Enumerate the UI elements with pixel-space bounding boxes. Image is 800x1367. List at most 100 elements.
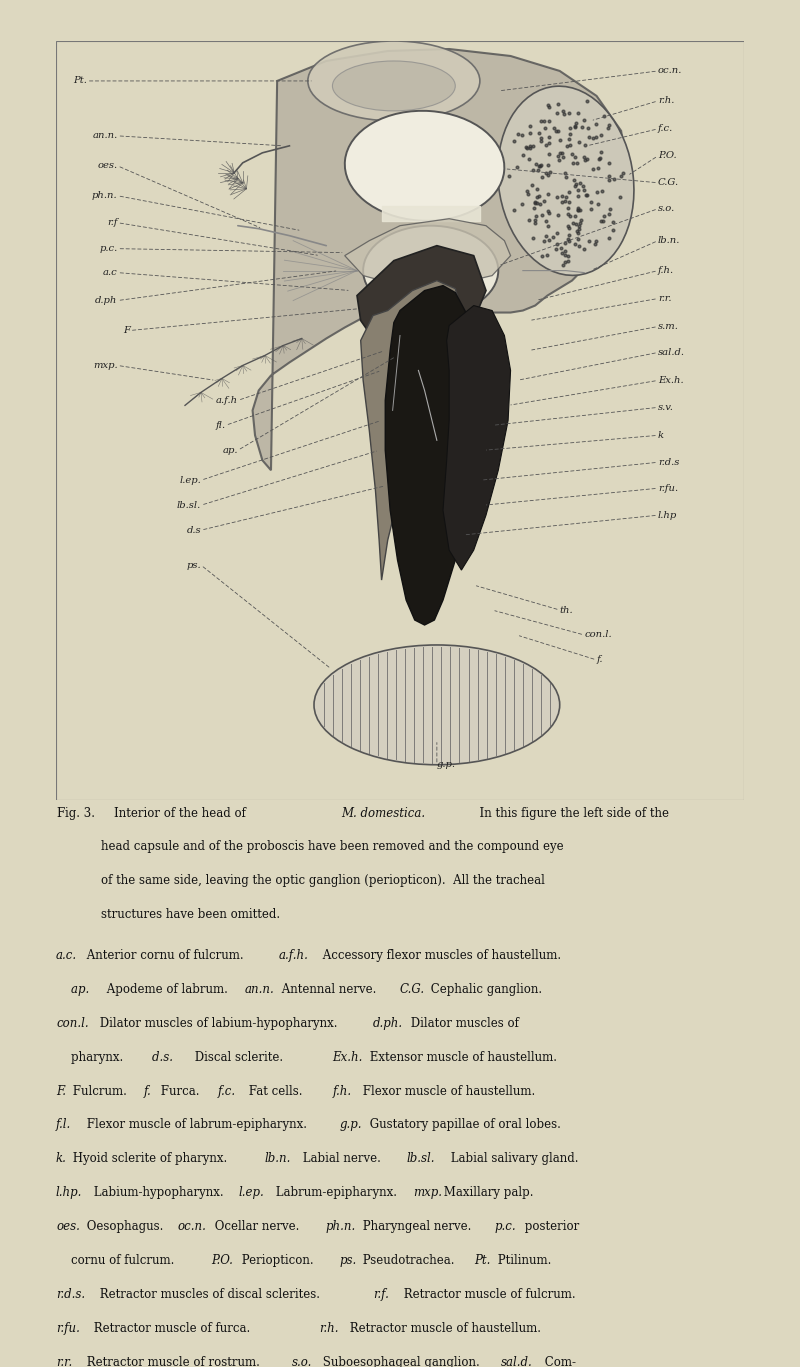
Text: ap.: ap. [56,983,90,995]
Text: r.d.s.: r.d.s. [56,1288,85,1301]
Text: d.s.: d.s. [137,1051,173,1064]
Text: Gustatory papillae of oral lobes.: Gustatory papillae of oral lobes. [366,1118,561,1132]
Polygon shape [361,280,462,580]
Text: th.: th. [560,606,574,615]
Text: Discal sclerite.: Discal sclerite. [191,1051,298,1064]
Text: d.ph.: d.ph. [373,1017,403,1029]
Text: mxp.: mxp. [93,361,118,370]
Text: F: F [56,807,64,820]
Text: d.s: d.s [186,526,201,534]
Text: p.c.: p.c. [494,1221,516,1233]
Text: con.l.: con.l. [56,1017,89,1029]
Text: Anterior cornu of fulcrum.: Anterior cornu of fulcrum. [83,949,251,962]
Polygon shape [443,306,510,570]
Text: Furca.: Furca. [157,1084,207,1098]
Text: f.: f. [144,1084,151,1098]
Text: Retractor muscle of furca.: Retractor muscle of furca. [90,1322,276,1334]
Ellipse shape [333,62,455,111]
Text: ps.: ps. [339,1254,357,1267]
Text: f.c.: f.c. [658,124,674,134]
Text: Ex.h.: Ex.h. [658,376,684,385]
Text: In this figure the left side of the: In this figure the left side of the [472,807,670,820]
Text: pharynx.: pharynx. [56,1051,123,1064]
Text: structures have been omitted.: structures have been omitted. [101,908,280,921]
Text: s.m.: s.m. [658,323,679,331]
Text: f.c.: f.c. [218,1084,236,1098]
Text: Accessory flexor muscles of haustellum.: Accessory flexor muscles of haustellum. [319,949,561,962]
Text: Fulcrum.: Fulcrum. [70,1084,135,1098]
Text: r.fu.: r.fu. [658,484,678,492]
Text: Cephalic ganglion.: Cephalic ganglion. [427,983,542,995]
Text: C.G.: C.G. [400,983,425,995]
Ellipse shape [363,226,498,316]
Text: f.l.: f.l. [56,1118,71,1132]
Text: M. domestica.: M. domestica. [342,807,426,820]
Text: r.d.s: r.d.s [658,458,679,466]
Text: of the same side, leaving the optic ganglion (periopticon).  All the tracheal: of the same side, leaving the optic gang… [101,875,545,887]
Text: k: k [658,431,664,440]
Text: l.hp: l.hp [658,511,678,519]
Text: p.c.: p.c. [99,245,118,253]
Text: F.: F. [56,1084,66,1098]
Text: r.f.: r.f. [373,1288,389,1301]
Text: ph.n.: ph.n. [92,191,118,200]
Text: sal.d.: sal.d. [658,349,685,357]
Text: oes.: oes. [98,161,118,171]
Ellipse shape [314,645,560,764]
Text: Pt.: Pt. [474,1254,490,1267]
Ellipse shape [345,111,504,221]
Text: g.p.: g.p. [339,1118,362,1132]
Ellipse shape [308,41,480,120]
Text: oes.: oes. [56,1221,80,1233]
Text: Labial salivary gland.: Labial salivary gland. [447,1152,578,1165]
Text: Ex.h.: Ex.h. [333,1051,363,1064]
Text: r.h.: r.h. [658,97,674,105]
Text: Labium-hypopharynx.: Labium-hypopharynx. [90,1187,231,1199]
Text: l.ep.: l.ep. [238,1187,264,1199]
Text: oc.n.: oc.n. [658,67,682,75]
Text: r.r.: r.r. [658,294,671,303]
Text: Pt.: Pt. [73,77,86,86]
Text: r.h.: r.h. [319,1322,338,1334]
Text: Com-: Com- [542,1356,577,1367]
Text: con.l.: con.l. [584,630,612,640]
Text: a.c: a.c [102,268,118,278]
Text: F: F [122,325,130,335]
Text: Flexor muscle of labrum-epipharynx.: Flexor muscle of labrum-epipharynx. [83,1118,314,1132]
Text: Ptilinum.: Ptilinum. [494,1254,552,1267]
Text: Fat cells.: Fat cells. [245,1084,310,1098]
Text: Dilator muscles of: Dilator muscles of [406,1017,518,1029]
Text: Ocellar nerve.: Ocellar nerve. [211,1221,307,1233]
Text: head capsule and of the proboscis have been removed and the compound eye: head capsule and of the proboscis have b… [101,841,563,853]
Text: a.c.: a.c. [56,949,77,962]
Text: s.v.: s.v. [658,403,674,411]
Polygon shape [253,49,627,470]
Text: ap.: ap. [222,446,238,455]
Text: lb.n.: lb.n. [658,236,680,245]
Text: f.: f. [597,655,603,664]
Text: Maxillary palp.: Maxillary palp. [440,1187,534,1199]
Text: r.r.: r.r. [56,1356,72,1367]
Text: oc.n.: oc.n. [178,1221,206,1233]
Text: Periopticon.: Periopticon. [238,1254,321,1267]
Text: Apodeme of labrum.: Apodeme of labrum. [103,983,235,995]
Text: fl.: fl. [215,421,226,429]
Text: Extensor muscle of haustellum.: Extensor muscle of haustellum. [366,1051,557,1064]
Text: P.O.: P.O. [658,152,677,160]
Text: Interior of the head of: Interior of the head of [114,807,250,820]
Ellipse shape [498,86,634,275]
Text: cornu of fulcrum.: cornu of fulcrum. [56,1254,182,1267]
Text: Suboesophageal ganglion.: Suboesophageal ganglion. [319,1356,487,1367]
Text: Retractor muscles of discal sclerites.: Retractor muscles of discal sclerites. [97,1288,328,1301]
Polygon shape [386,286,480,625]
Text: r.f: r.f [107,219,118,227]
Text: a.f.h: a.f.h [216,396,238,405]
Text: mxp.: mxp. [414,1187,442,1199]
Polygon shape [357,246,486,361]
Text: a.f.h.: a.f.h. [278,949,308,962]
Text: Dilator muscles of labium-hypopharynx.: Dilator muscles of labium-hypopharynx. [97,1017,346,1029]
Text: f.h.: f.h. [333,1084,351,1098]
Text: Labrum-epipharynx.: Labrum-epipharynx. [272,1187,404,1199]
Text: Retractor muscle of haustellum.: Retractor muscle of haustellum. [346,1322,541,1334]
Text: an.n.: an.n. [245,983,274,995]
